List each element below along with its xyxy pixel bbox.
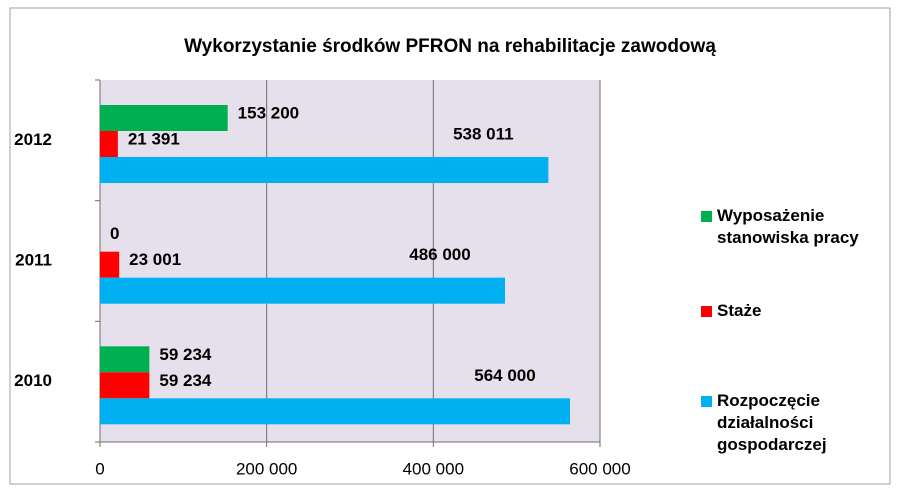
bar [100,277,505,304]
plot-area [100,80,600,442]
legend-swatch [701,211,712,222]
bar [100,398,570,425]
value-label: 153 200 [238,103,299,122]
bar [100,372,150,399]
value-label: 59 234 [159,371,212,390]
legend-label: Rozpoczęcie działalności gospodarczej [717,391,827,454]
bar [100,157,549,183]
y-tick-label: 2011 [15,250,52,269]
chart-title: Wykorzystanie środków PFRON na rehabilit… [184,36,716,57]
legend-swatch [701,396,712,407]
bar [100,131,118,157]
legend-swatch [701,306,712,317]
bar [100,346,150,373]
x-tick-label: 400 000 [403,459,464,478]
value-label: 486 000 [409,245,470,264]
x-tick-label: 0 [95,459,104,478]
value-label: 23 001 [129,250,181,269]
y-tick-label: 2010 [14,371,52,390]
value-label: 538 011 [453,124,514,143]
value-label: 0 [110,224,119,243]
value-label: 21 391 [128,129,180,148]
y-tick-label: 2012 [14,130,52,149]
legend-label: Wyposażenie stanowiska pracy [717,206,859,247]
legend-label: Staże [717,301,762,320]
bar [100,251,120,278]
x-tick-label: 600 000 [569,459,630,478]
x-tick-label: 200 000 [236,459,297,478]
bar [100,105,228,131]
value-label: 564 000 [474,366,535,385]
value-label: 59 234 [159,345,212,364]
